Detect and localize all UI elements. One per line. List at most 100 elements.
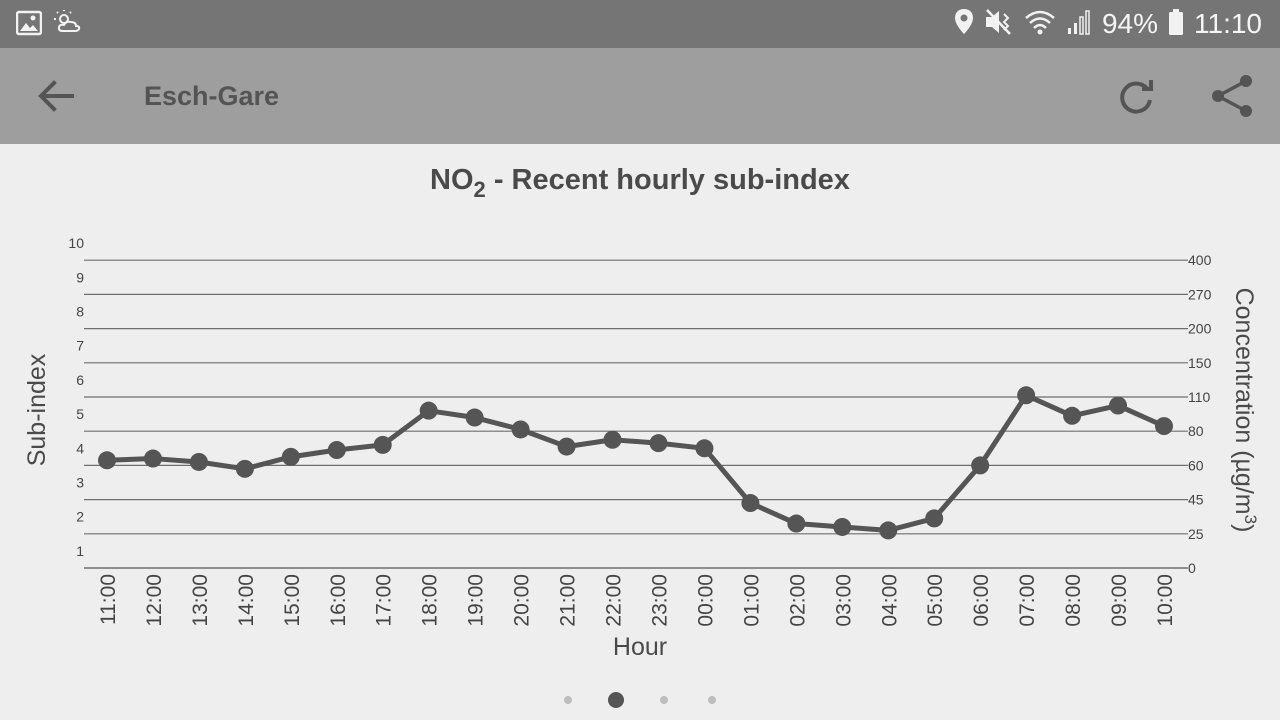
back-arrow-icon: [38, 80, 74, 112]
y-tick-label: 9: [76, 269, 84, 285]
x-tick-label: 07:00: [1016, 574, 1039, 627]
x-tick-label: 14:00: [235, 574, 258, 627]
x-tick-label: 02:00: [786, 574, 809, 627]
x-tick-label: 06:00: [970, 574, 993, 627]
y2-axis-label-superscript: 3: [1241, 515, 1260, 524]
x-tick-label: 10:00: [1154, 574, 1177, 627]
x-tick-label: 00:00: [694, 574, 717, 627]
x-tick-label: 09:00: [1108, 574, 1131, 627]
x-tick-label: 15:00: [281, 574, 304, 627]
chart-title-subscript: 2: [473, 177, 486, 202]
x-tick-label: 17:00: [373, 574, 396, 627]
x-tick-label: 16:00: [327, 574, 350, 627]
station-title: Esch-Gare: [144, 81, 280, 111]
x-tick-label: 21:00: [557, 574, 580, 627]
page-dot[interactable]: [708, 696, 716, 704]
data-point: [695, 439, 714, 458]
weather-icon: [54, 10, 82, 41]
data-point: [98, 451, 116, 470]
location-icon: [954, 8, 974, 41]
app-bar: Esch-Gare: [0, 48, 1280, 144]
y-tick-label: 5: [76, 406, 84, 422]
y2-tick-label: 25: [1188, 526, 1204, 542]
x-tick-label: 11:00: [97, 574, 120, 625]
refresh-icon: [1120, 80, 1153, 114]
page-indicator: [0, 690, 1280, 710]
x-tick-label: 12:00: [143, 574, 166, 627]
y2-tick-label: 200: [1188, 321, 1212, 337]
data-point: [925, 509, 944, 528]
x-tick-label: 20:00: [511, 574, 534, 627]
page-dot[interactable]: [608, 692, 624, 708]
share-icon: [1212, 75, 1252, 117]
y2-tick-label: 110: [1188, 389, 1211, 405]
y-tick-label: 2: [76, 509, 84, 525]
data-point: [419, 401, 438, 420]
data-point: [511, 420, 530, 439]
data-point: [603, 430, 622, 449]
share-button[interactable]: [1208, 72, 1256, 120]
data-point: [649, 434, 668, 453]
y-tick-label: 1: [76, 543, 84, 559]
x-tick-label: 13:00: [189, 574, 212, 627]
y-tick-label: 8: [76, 304, 84, 320]
data-point: [879, 521, 898, 540]
data-point: [281, 447, 300, 466]
data-point: [1063, 406, 1082, 425]
y2-axis-label-main: Concentration (µg/m: [1230, 288, 1258, 515]
data-point: [373, 435, 392, 454]
y-tick-label: 10: [68, 235, 84, 251]
data-point: [1017, 386, 1036, 405]
y2-axis-label: Concentration (µg/m3): [1230, 288, 1260, 533]
data-point: [971, 456, 990, 475]
y-tick-label: 7: [76, 338, 84, 354]
page-dot[interactable]: [660, 696, 668, 704]
data-point: [189, 452, 208, 471]
back-button[interactable]: [32, 72, 80, 120]
data-point: [465, 408, 484, 427]
y-tick-label: 6: [76, 372, 84, 388]
y2-tick-label: 80: [1188, 423, 1204, 439]
x-tick-label: 03:00: [832, 574, 855, 627]
x-tick-label: 22:00: [603, 574, 626, 627]
y2-tick-label: 0: [1188, 560, 1196, 576]
battery-percent: 94%: [1101, 8, 1158, 39]
clock: 11:10: [1194, 8, 1262, 39]
x-tick-label: 23:00: [648, 574, 671, 627]
mute-icon: [984, 8, 1014, 41]
y2-tick-label: 400: [1188, 252, 1212, 268]
data-point: [235, 459, 254, 478]
battery-icon: [1168, 8, 1184, 41]
refresh-button[interactable]: [1112, 72, 1160, 120]
chart-title-suffix: - Recent hourly sub-index: [485, 164, 850, 196]
signal-icon: [1066, 8, 1092, 41]
x-axis-label: Hour: [613, 633, 667, 661]
data-point: [741, 494, 760, 513]
y-tick-label: 3: [76, 475, 84, 491]
chart-title-main: NO: [430, 164, 474, 196]
x-tick-label: 18:00: [419, 574, 442, 627]
y2-axis-label-suffix: ): [1230, 524, 1258, 532]
y2-tick-label: 150: [1188, 355, 1212, 371]
data-point: [143, 449, 162, 468]
x-tick-label: 01:00: [740, 574, 763, 627]
image-icon: [15, 10, 43, 41]
series-line: [106, 392, 1166, 533]
y2-tick-label: 45: [1188, 492, 1204, 508]
data-point: [787, 514, 806, 533]
status-bar: 94% 11:10: [0, 0, 1280, 48]
y2-tick-label: 270: [1188, 286, 1212, 302]
page-dot[interactable]: [564, 696, 572, 704]
wifi-icon: [1024, 8, 1056, 41]
y-axis-label: Sub-index: [23, 353, 51, 466]
data-point: [1109, 396, 1128, 415]
data-point: [327, 441, 346, 460]
x-tick-label: 04:00: [878, 574, 901, 627]
y2-tick-label: 60: [1188, 457, 1204, 473]
x-tick-label: 08:00: [1062, 574, 1085, 627]
data-point: [833, 517, 852, 536]
y-tick-label: 4: [76, 440, 84, 456]
chart-title: NO2 - Recent hourly sub-index: [0, 160, 1280, 210]
data-point: [557, 437, 576, 456]
